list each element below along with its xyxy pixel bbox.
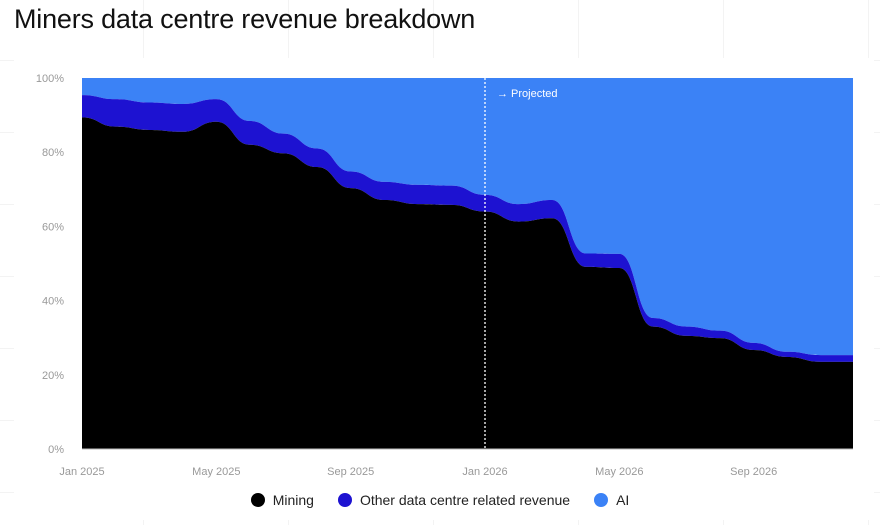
area-other-data-centre-related-revenue [82,95,853,362]
legend-item: Mining [250,492,314,508]
x-tick-label: May 2026 [595,466,643,478]
y-tick-label: 0% [48,444,64,456]
y-tick-label: 100% [36,73,64,85]
legend: Mining Other data centre related revenue A… [0,492,880,508]
legend-label: Mining [272,492,314,508]
legend-item: AI [594,492,629,508]
x-tick-label: May 2025 [192,466,240,478]
legend-item: Other data centre related revenue [337,492,571,508]
x-tick-label: Sep 2026 [730,466,777,478]
legend-label: AI [616,492,630,508]
legend-label: Other data centre related revenue [359,492,571,508]
y-tick-label: 80% [42,147,64,159]
chart-title: Miners data centre revenue breakdown [14,4,476,34]
y-tick-label: 60% [42,221,64,233]
legend-swatch-icon [337,493,352,507]
projected-label: → Projected [497,88,558,100]
x-tick-label: Sep 2025 [327,466,374,478]
area-mining [82,117,853,450]
legend-swatch-icon [250,493,265,507]
x-tick-label: Jan 2026 [462,466,507,478]
y-tick-label: 40% [42,296,64,308]
legend-swatch-icon [594,493,609,507]
y-tick-label: 20% [42,370,64,382]
x-tick-label: Jan 2025 [59,466,104,478]
area-ai [82,78,853,356]
